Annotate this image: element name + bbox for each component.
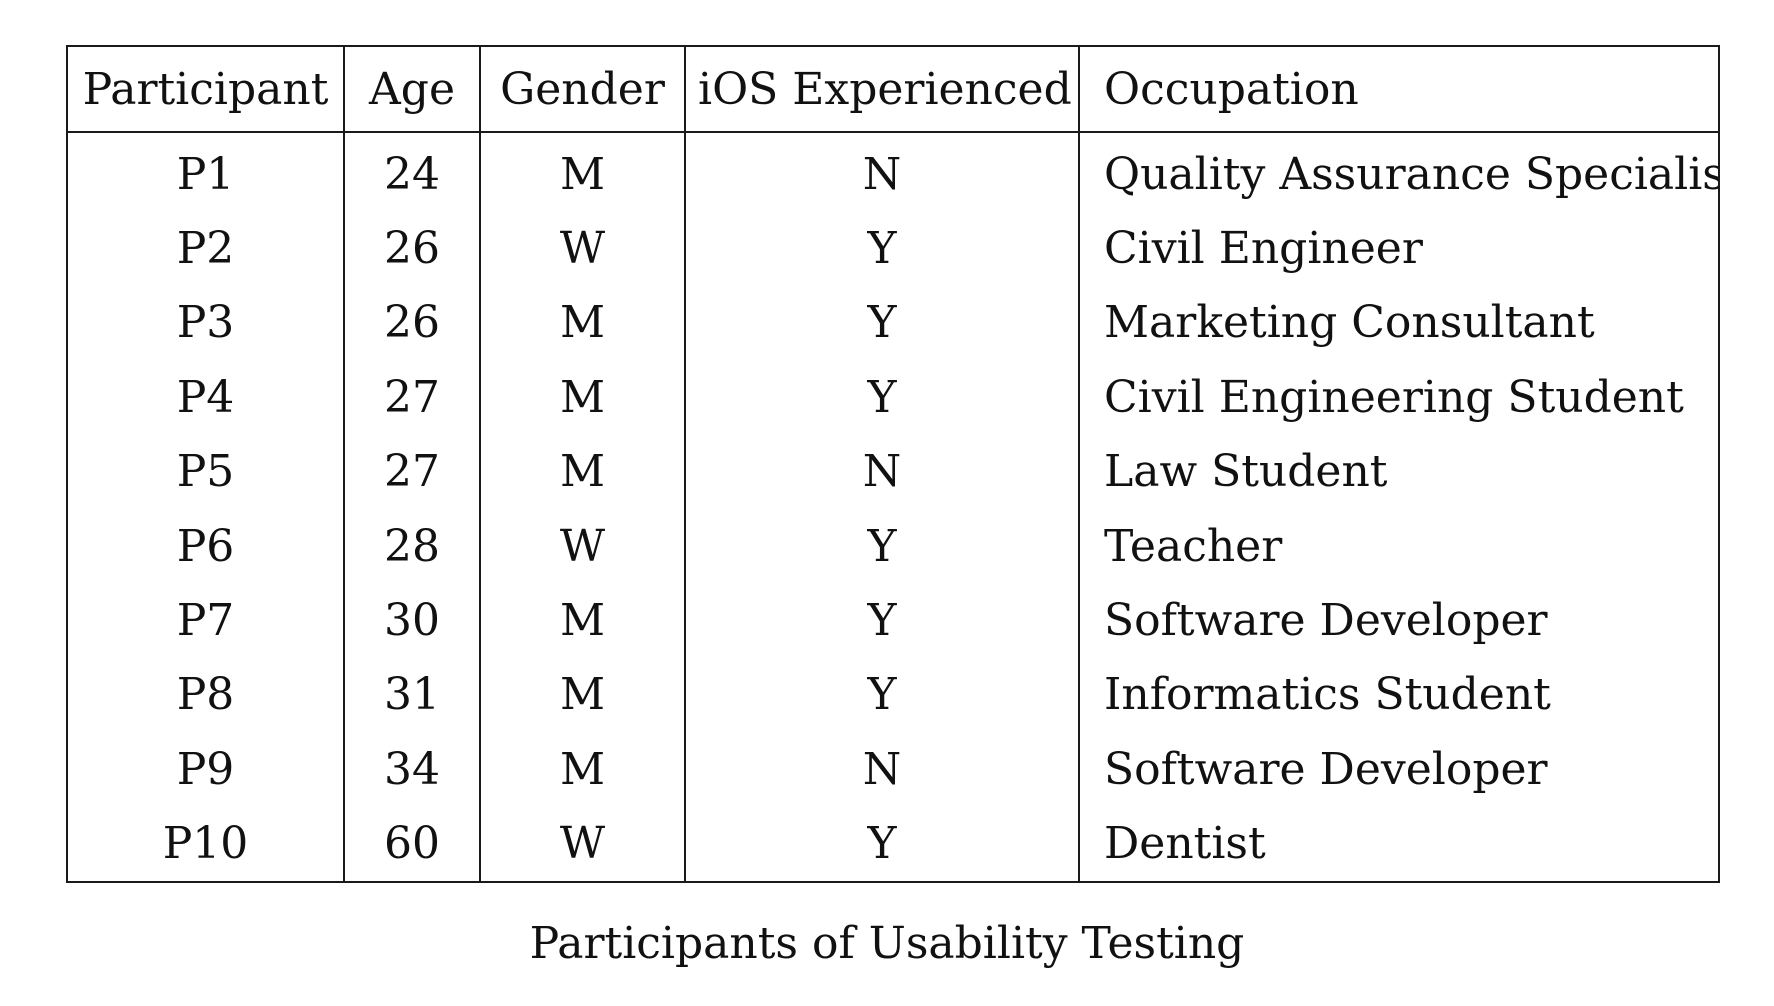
participants-table: Participant Age Gender iOS Experienced O… <box>66 45 1720 883</box>
cell-participant: P10 <box>66 806 345 882</box>
cell-gender: M <box>479 434 686 509</box>
table-row: P8 31 M Y Informatics Student <box>66 657 1720 733</box>
cell-gender: W <box>479 211 686 286</box>
cell-age: 30 <box>343 583 481 658</box>
cell-age: 31 <box>343 657 481 733</box>
table-row: P7 30 M Y Software Developer <box>66 583 1720 658</box>
cell-occupation: Teacher <box>1078 508 1720 584</box>
cell-age: 24 <box>343 132 481 212</box>
cell-participant: P4 <box>66 360 345 435</box>
cell-ios-experienced: Y <box>684 360 1080 435</box>
cell-occupation: Marketing Consultant <box>1078 285 1720 361</box>
cell-ios-experienced: Y <box>684 285 1080 361</box>
cell-participant: P7 <box>66 583 345 658</box>
cell-gender: M <box>479 360 686 435</box>
cell-participant: P6 <box>66 508 345 584</box>
cell-occupation: Software Developer <box>1078 732 1720 807</box>
participants-table-container: Participant Age Gender iOS Experienced O… <box>66 45 1720 883</box>
cell-participant: P8 <box>66 657 345 733</box>
header-ios-experienced: iOS Experienced <box>684 46 1080 133</box>
cell-occupation: Quality Assurance Specialist <box>1078 132 1720 212</box>
cell-gender: W <box>479 508 686 584</box>
cell-age: 27 <box>343 434 481 509</box>
cell-gender: M <box>479 285 686 361</box>
header-age: Age <box>343 46 481 133</box>
cell-gender: W <box>479 806 686 882</box>
cell-participant: P3 <box>66 285 345 361</box>
cell-participant: P2 <box>66 211 345 286</box>
cell-ios-experienced: Y <box>684 508 1080 584</box>
cell-age: 27 <box>343 360 481 435</box>
cell-ios-experienced: Y <box>684 806 1080 882</box>
table-body: P1 24 M N Quality Assurance Specialist P… <box>66 132 1720 882</box>
cell-occupation: Software Developer <box>1078 583 1720 658</box>
table-row: P5 27 M N Law Student <box>66 434 1720 509</box>
table-row: P6 28 W Y Teacher <box>66 508 1720 584</box>
cell-age: 28 <box>343 508 481 584</box>
header-participant: Participant <box>66 46 345 133</box>
cell-occupation: Civil Engineering Student <box>1078 360 1720 435</box>
cell-participant: P1 <box>66 132 345 212</box>
cell-occupation: Dentist <box>1078 806 1720 882</box>
cell-age: 26 <box>343 285 481 361</box>
table-row: P9 34 M N Software Developer <box>66 732 1720 807</box>
cell-ios-experienced: Y <box>684 657 1080 733</box>
header-gender: Gender <box>479 46 686 133</box>
table-caption: Participants of Usability Testing <box>529 918 1245 969</box>
cell-ios-experienced: N <box>684 434 1080 509</box>
cell-occupation: Informatics Student <box>1078 657 1720 733</box>
cell-gender: M <box>479 657 686 733</box>
cell-occupation: Civil Engineer <box>1078 211 1720 286</box>
header-row: Participant Age Gender iOS Experienced O… <box>66 46 1720 133</box>
header-occupation: Occupation <box>1078 46 1720 133</box>
table-header: Participant Age Gender iOS Experienced O… <box>66 46 1720 133</box>
cell-participant: P5 <box>66 434 345 509</box>
cell-age: 34 <box>343 732 481 807</box>
cell-age: 26 <box>343 211 481 286</box>
cell-age: 60 <box>343 806 481 882</box>
cell-ios-experienced: Y <box>684 583 1080 658</box>
table-row: P3 26 M Y Marketing Consultant <box>66 285 1720 361</box>
cell-gender: M <box>479 732 686 807</box>
table-row: P1 24 M N Quality Assurance Specialist <box>66 132 1720 212</box>
cell-gender: M <box>479 583 686 658</box>
table-row: P2 26 W Y Civil Engineer <box>66 211 1720 286</box>
cell-gender: M <box>479 132 686 212</box>
cell-ios-experienced: N <box>684 132 1080 212</box>
cell-occupation: Law Student <box>1078 434 1720 509</box>
table-row: P10 60 W Y Dentist <box>66 806 1720 882</box>
cell-ios-experienced: Y <box>684 211 1080 286</box>
cell-participant: P9 <box>66 732 345 807</box>
table-row: P4 27 M Y Civil Engineering Student <box>66 360 1720 435</box>
cell-ios-experienced: N <box>684 732 1080 807</box>
